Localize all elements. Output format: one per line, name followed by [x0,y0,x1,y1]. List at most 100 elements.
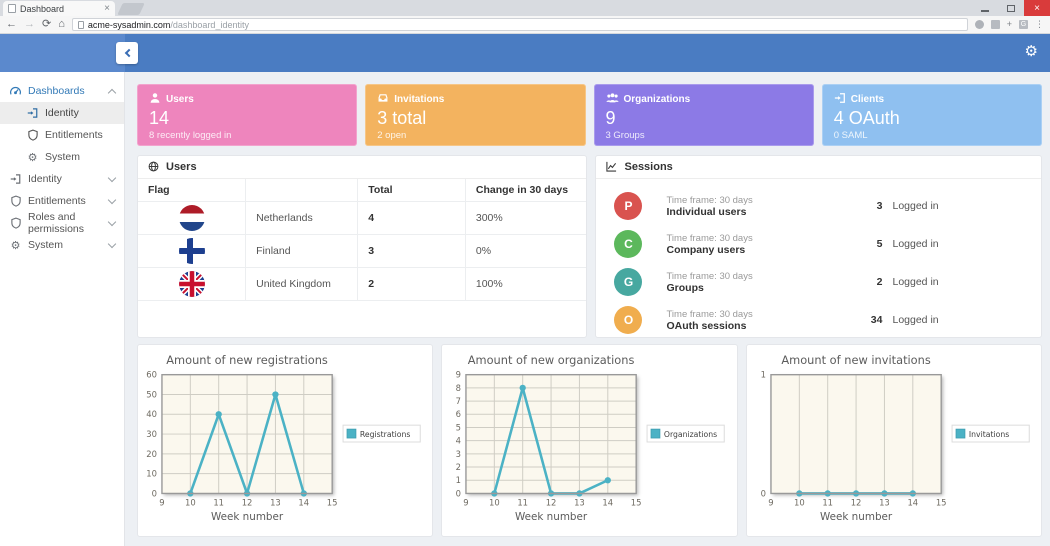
window-controls: × [972,0,1050,16]
sidebar-item-dashboards[interactable]: Dashboards [0,80,124,102]
forward-arrow-icon[interactable]: → [24,18,35,30]
svg-text:1: 1 [456,475,461,485]
browser-menu-icon[interactable]: ⋮ [1035,19,1044,29]
users-panel: Users Flag Total Change in 30 days Nethe… [137,155,588,338]
session-count: 2 [876,276,883,288]
list-item: O Time frame: 30 days OAuth sessions 34 … [614,302,1041,337]
users-table: Flag Total Change in 30 days Netherlands… [138,179,587,301]
tab-favicon-icon [8,4,16,13]
sidebar-item-identity-dashboard[interactable]: Identity [0,102,124,124]
clients-stat-card[interactable]: Clients 4 OAuth 0 SAML [821,84,1042,146]
group-icon [605,92,619,107]
sessions-panel-header: Sessions [596,156,1041,179]
sidebar-item-label: Dashboards [28,85,85,97]
country-cell: Finland [245,234,359,268]
g-extension-icon[interactable]: G [1019,20,1028,29]
users-stat-card[interactable]: Users 14 8 recently logged in [137,84,358,146]
svg-text:2: 2 [456,462,461,472]
svg-text:11: 11 [518,497,529,507]
chevron-left-icon [124,48,133,58]
session-status: Logged in [892,238,939,250]
table-row: Finland 3 0% [138,234,587,268]
svg-text:Invitations: Invitations [969,430,1009,439]
svg-text:Amount of new invitations: Amount of new invitations [781,353,931,367]
sidebar-item-entitlements[interactable]: Entitlements [0,190,124,212]
svg-text:0: 0 [456,488,461,498]
new-tab-button[interactable] [117,3,145,15]
minimize-icon [981,10,989,12]
svg-text:14: 14 [907,497,918,507]
charts-row: 9 10 11 12 13 14 15 0 10 20 30 40 50 60 Amount of new … [137,344,1042,537]
window-close-button[interactable]: × [1024,0,1050,16]
extension-icon[interactable] [990,20,1000,29]
total-cell: 4 [357,201,466,235]
window-maximize-button[interactable] [998,0,1024,16]
svg-text:0: 0 [152,488,157,498]
sidebar-item-label: Roles and permissions [28,211,85,235]
card-value: 4 OAuth [833,108,900,128]
browser-navbar: ← → ⟳ ⌂ acme-sysadmin.com/dashboard_iden… [0,16,1050,34]
sessions-list: P Time frame: 30 days Individual users 3… [596,179,1041,337]
url-bar[interactable]: acme-sysadmin.com/dashboard_identity [71,18,968,31]
svg-text:20: 20 [146,449,157,459]
user-icon [149,92,161,107]
svg-text:30: 30 [146,429,157,439]
sidebar: Dashboards Identity Entitlements ⚙ Syste… [0,72,125,546]
session-status: Logged in [892,200,939,212]
extension-icon[interactable] [974,20,984,29]
session-name: Individual users [666,205,747,218]
invitations-chart: 9 10 11 12 13 14 15 0 1 Amount of new invitations… [760,353,1030,523]
svg-text:13: 13 [574,497,585,507]
card-value: 3 total [377,108,427,128]
svg-text:Week number: Week number [820,511,893,523]
svg-text:13: 13 [879,497,890,507]
svg-text:Week number: Week number [515,511,588,523]
refresh-icon[interactable]: ⟳ [42,18,52,30]
change-cell: 100% [464,267,587,301]
table-header-row: Flag Total Change in 30 days [138,179,587,202]
svg-text:4: 4 [456,436,461,446]
svg-text:Amount of new organizations: Amount of new organizations [468,353,635,367]
change-cell: 300% [464,201,587,235]
svg-text:0: 0 [760,488,765,498]
card-subtitle: 3 Groups [605,129,645,141]
sidebar-item-label: System [28,239,64,251]
finland-flag-icon [178,238,205,264]
chevron-down-icon [107,173,117,182]
table-row: United Kingdom 2 100% [138,267,587,301]
sidebar-item-identity[interactable]: Identity [0,168,124,190]
avatar: C [614,230,643,258]
sidebar-item-entitlements-dashboard[interactable]: Entitlements [0,124,124,146]
svg-text:10: 10 [489,497,500,507]
sidebar-item-system-dashboard[interactable]: ⚙ System [0,146,124,168]
stat-cards: Users 14 8 recently logged in Invitation… [137,84,1042,146]
card-value: 14 [149,108,170,128]
svg-text:8: 8 [456,383,461,393]
session-status: Logged in [892,276,939,288]
sign-in-icon [26,107,39,120]
sidebar-item-roles-permissions[interactable]: Roles and permissions [0,211,124,235]
settings-gear-icon[interactable]: ⚙ [1024,42,1038,60]
column-header-change: Change in 30 days [464,179,587,202]
card-title: Invitations [394,94,445,105]
shield-icon [9,195,22,208]
window-minimize-button[interactable] [972,0,998,16]
svg-text:10: 10 [794,497,805,507]
browser-tab[interactable]: Dashboard × [3,1,115,16]
svg-text:Organizations: Organizations [664,430,717,439]
card-subtitle: 2 open [377,129,407,141]
session-status: Logged in [892,314,939,326]
collapse-sidebar-button[interactable] [116,42,138,64]
move-extension-icon[interactable]: + [1006,19,1012,29]
tab-close-icon[interactable]: × [104,2,110,14]
home-icon[interactable]: ⌂ [58,18,65,30]
invitations-stat-card[interactable]: Invitations 3 total 2 open [365,84,586,146]
organizations-stat-card[interactable]: Organizations 9 3 Groups [593,84,814,146]
svg-text:9: 9 [464,497,469,507]
back-arrow-icon[interactable]: ← [6,18,17,30]
session-count: 3 [876,200,883,212]
invitations-chart-panel: 9 10 11 12 13 14 15 0 1 Amount of new invitations… [745,344,1042,537]
sidebar-item-label: Entitlements [28,195,86,207]
sidebar-item-system[interactable]: ⚙ System [0,234,124,256]
svg-text:12: 12 [546,497,557,507]
